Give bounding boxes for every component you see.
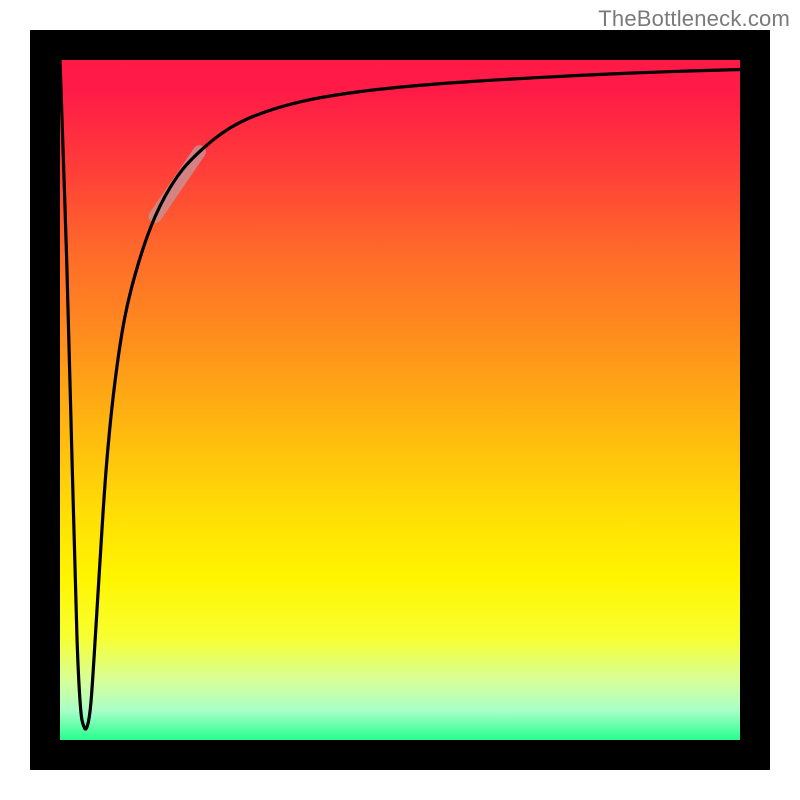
chart-svg: [0, 0, 800, 800]
plot-background: [30, 30, 770, 770]
chart-container: TheBottleneck.com: [0, 0, 800, 800]
watermark-text: TheBottleneck.com: [598, 6, 790, 32]
